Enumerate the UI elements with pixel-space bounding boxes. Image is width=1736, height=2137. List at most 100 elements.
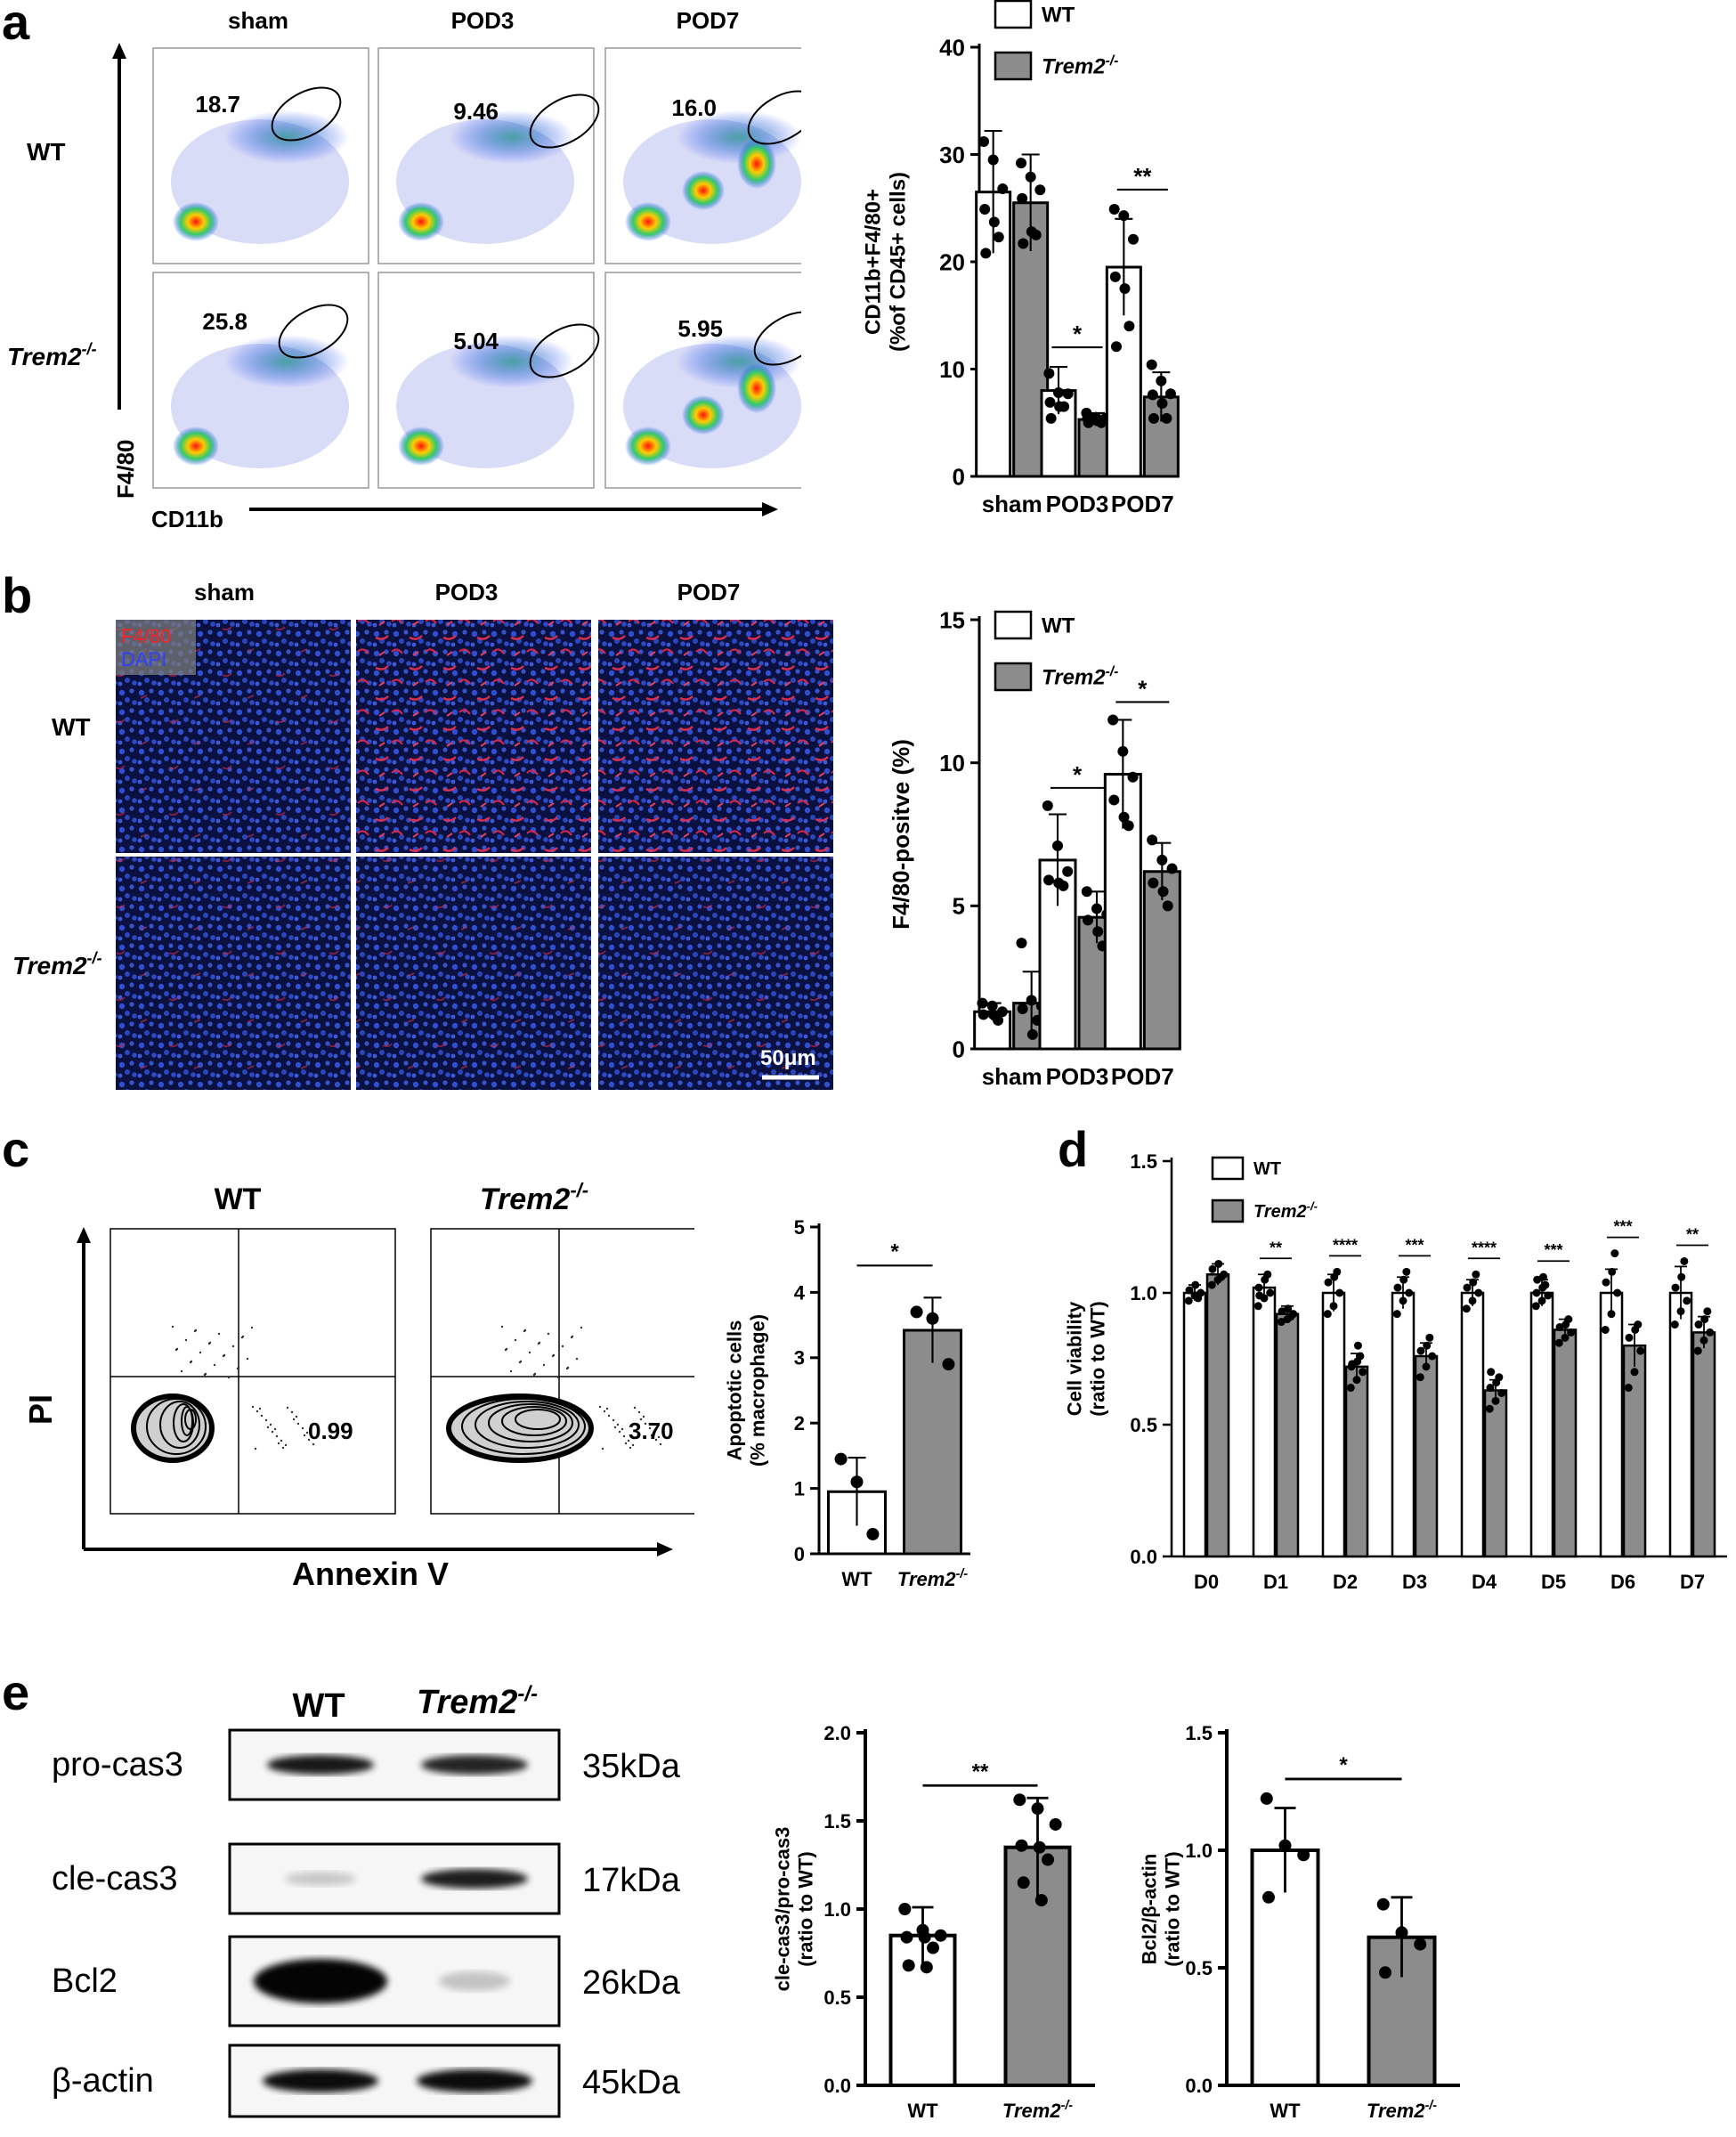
e-lane-header-trem2: Trem2-/- [417, 1682, 538, 1721]
bar [1344, 1365, 1369, 1558]
data-point [898, 1903, 912, 1915]
y-tick-label: 1 [794, 1478, 805, 1500]
data-point [1148, 412, 1159, 424]
data-point [987, 154, 999, 166]
y-tick-label: 0.5 [1130, 1414, 1157, 1436]
if-image-tile [598, 620, 833, 853]
panel-label-c: c [2, 1121, 30, 1177]
event-dot [203, 1373, 207, 1377]
y-tick-label: 20 [939, 248, 965, 275]
x-tick-label: POD3 [1046, 1063, 1109, 1090]
data-point [1541, 1280, 1550, 1289]
event-dot [613, 1426, 617, 1429]
flow-plot-tile: 16.0 [604, 47, 801, 264]
x-tick-label: D0 [1194, 1571, 1219, 1593]
data-point [993, 232, 1004, 243]
data-point [1191, 1280, 1200, 1289]
data-point [1062, 388, 1074, 400]
data-point [1119, 283, 1131, 295]
x-tick-label: D2 [1333, 1571, 1358, 1593]
data-point [1026, 1028, 1038, 1040]
event-dot [250, 1326, 254, 1329]
data-point [1034, 1894, 1048, 1907]
event-dot [217, 1332, 221, 1336]
a-row-header-wt: WT [27, 138, 66, 166]
bar [1252, 1286, 1277, 1558]
b-row-header-wt: WT [52, 713, 91, 741]
blot-size-label: 45kDa [582, 2064, 681, 2101]
chart-e1: 0.0 0.5 1.0 1.5 2.0 cle-cas3/pro-cas3 (ratio t… [772, 1722, 1095, 2122]
y-axis-label: (ratio to WT) [1087, 1301, 1109, 1417]
dense-population [625, 427, 671, 466]
data-point [1284, 1304, 1293, 1313]
data-point [1096, 417, 1107, 428]
y-tick-label: 1.0 [1130, 1282, 1157, 1304]
data-point [927, 1941, 940, 1954]
significance-stars: * [1073, 761, 1083, 788]
data-point [1156, 398, 1168, 410]
y-tick-label: 15 [939, 606, 965, 633]
event-dot [580, 1326, 583, 1329]
data-point [1254, 1283, 1263, 1292]
data-point [1487, 1368, 1496, 1377]
legend-swatch [994, 610, 1033, 640]
event-dot [618, 1430, 621, 1434]
blot-band [267, 1755, 374, 1775]
event-dot [616, 1423, 620, 1426]
blot-band [285, 1872, 356, 1886]
event-dot [547, 1332, 550, 1336]
event-dot [621, 1427, 624, 1431]
chart-c: 0 1 2 3 4 5 Apoptotic cells (% macrophage) WT Tre… [724, 1216, 970, 1590]
bar [1460, 1291, 1485, 1558]
event-dot [528, 1351, 531, 1354]
bar [1553, 1329, 1578, 1558]
data-point [1474, 1288, 1483, 1297]
data-point [1694, 1320, 1703, 1329]
y-axis-label: (%of CD45+ cells) [886, 172, 910, 352]
apoptosis-plot: 3.70 [430, 1228, 694, 1515]
a-y-axis-label: F4/80 [112, 440, 139, 500]
contour-line [159, 1401, 200, 1449]
data-point [1164, 388, 1176, 400]
event-dot [629, 1446, 632, 1450]
b-col-header-pod3: POD3 [435, 579, 499, 605]
data-point [997, 183, 1009, 195]
event-dot [292, 1418, 296, 1421]
data-point [1017, 192, 1028, 204]
significance-stars: * [1339, 1753, 1348, 1777]
b-col-header-pod7: POD7 [677, 579, 741, 605]
data-point [1017, 1003, 1028, 1015]
data-point [1428, 1352, 1437, 1361]
data-point [977, 997, 988, 1009]
data-point [1402, 1267, 1411, 1276]
y-tick-label: 0 [794, 1543, 805, 1565]
panel-label-d: d [1058, 1121, 1089, 1177]
x-tick-label: Trem2-/- [1002, 2099, 1073, 2122]
f480-channel [356, 620, 591, 853]
blot-size-label: 26kDa [582, 1964, 681, 2002]
bar [1529, 1291, 1554, 1558]
panel-label-e: e [2, 1664, 30, 1720]
data-point [1555, 1322, 1564, 1331]
event-dot [653, 1431, 656, 1434]
gate-ellipse [747, 90, 801, 145]
event-dot [307, 1438, 311, 1442]
data-point [1184, 1296, 1193, 1305]
event-dot [598, 1405, 602, 1409]
y-tick-label: 2.0 [823, 1722, 851, 1744]
event-dot [193, 1329, 197, 1333]
x-tick-label: D1 [1263, 1571, 1288, 1593]
event-dot [266, 1426, 270, 1429]
panel-label-a: a [2, 0, 30, 50]
event-dot [258, 1407, 262, 1410]
event-cloud [224, 110, 349, 164]
panel-b-if-grid: sham POD3 POD7 WT Trem2-/- F4/80 DAPI 50… [12, 579, 833, 1090]
dense-population [737, 363, 776, 413]
data-point [1544, 1291, 1553, 1300]
data-point [1013, 1793, 1026, 1807]
y-tick-label: 0 [953, 463, 965, 490]
data-point [1053, 387, 1064, 399]
y-axis-label: Bcl2/β-actin [1139, 1854, 1161, 1965]
data-point [1356, 1352, 1365, 1361]
blot-row: cle-cas3 17kDa [52, 1842, 681, 1915]
